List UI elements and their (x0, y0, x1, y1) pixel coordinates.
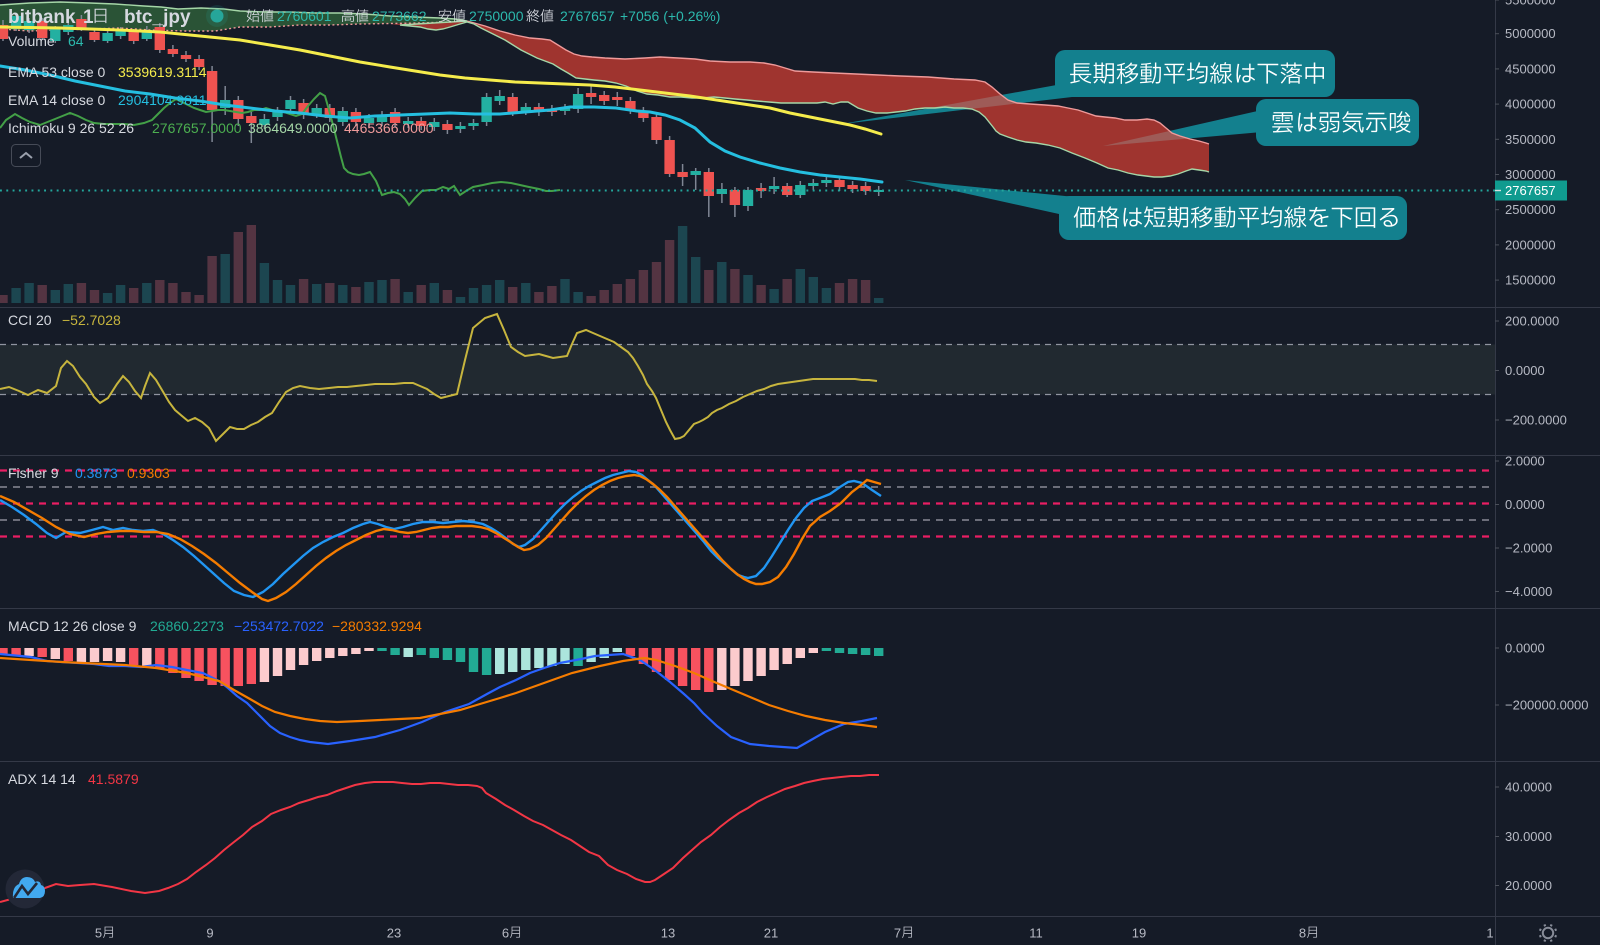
svg-text:26860.2273: 26860.2273 (150, 618, 224, 634)
svg-text:5000000: 5000000 (1505, 26, 1556, 41)
svg-text:2760601: 2760601 (277, 8, 332, 24)
svg-text:2500000: 2500000 (1505, 202, 1556, 217)
svg-text:3864649.0000: 3864649.0000 (248, 120, 338, 136)
svg-text:btc_jpy: btc_jpy (124, 7, 191, 28)
svg-text:2750000: 2750000 (469, 8, 524, 24)
svg-text:2767657: 2767657 (560, 8, 615, 24)
svg-text:EMA 14 close 0: EMA 14 close 0 (8, 92, 105, 108)
svg-text:EMA 53 close 0: EMA 53 close 0 (8, 64, 105, 80)
svg-text:−200000.0000: −200000.0000 (1505, 698, 1589, 713)
svg-text:1500000: 1500000 (1505, 273, 1556, 288)
svg-text:19: 19 (1132, 926, 1146, 941)
svg-text:0.0000: 0.0000 (1505, 497, 1545, 512)
svg-text:0.0000: 0.0000 (1505, 641, 1545, 656)
svg-text:4465366.0000: 4465366.0000 (344, 120, 434, 136)
svg-text:Ichimoku 9 26 52 26: Ichimoku 9 26 52 26 (8, 120, 134, 136)
svg-text:9: 9 (206, 926, 213, 941)
svg-text:0.0000: 0.0000 (1505, 363, 1545, 378)
svg-text:200.0000: 200.0000 (1505, 314, 1559, 329)
svg-text:2767657.0000: 2767657.0000 (152, 120, 242, 136)
svg-text:CCI 20: CCI 20 (8, 312, 52, 328)
svg-text:13: 13 (661, 926, 675, 941)
svg-text:2773662: 2773662 (372, 8, 427, 24)
svg-text:11: 11 (1029, 926, 1043, 941)
svg-text:−52.7028: −52.7028 (62, 312, 121, 328)
svg-text:64: 64 (68, 33, 84, 49)
svg-text:5: 5 (95, 926, 102, 941)
svg-text:3000000: 3000000 (1505, 167, 1556, 182)
svg-text:2767657: 2767657 (1505, 183, 1556, 198)
svg-text:−253472.7022: −253472.7022 (234, 618, 324, 634)
svg-text:2904104.9811: 2904104.9811 (118, 92, 207, 108)
svg-text:7: 7 (894, 926, 901, 941)
svg-text:6: 6 (502, 926, 509, 941)
svg-text:−4.0000: −4.0000 (1505, 584, 1552, 599)
svg-text:−2.0000: −2.0000 (1505, 541, 1552, 556)
svg-text:0.9303: 0.9303 (127, 465, 170, 481)
svg-text:5500000: 5500000 (1505, 0, 1556, 8)
svg-text:−200.0000: −200.0000 (1505, 413, 1567, 428)
svg-text:1: 1 (1486, 926, 1493, 941)
svg-text:40.0000: 40.0000 (1505, 780, 1552, 795)
svg-text:41.5879: 41.5879 (88, 771, 139, 787)
svg-text:30.0000: 30.0000 (1505, 829, 1552, 844)
svg-text:8: 8 (1299, 926, 1306, 941)
svg-text:ADX 14 14: ADX 14 14 (8, 771, 76, 787)
svg-text:−280332.9294: −280332.9294 (332, 618, 422, 634)
svg-text:4500000: 4500000 (1505, 61, 1556, 76)
svg-text:3500000: 3500000 (1505, 132, 1556, 147)
svg-text:Volume: Volume (8, 33, 55, 49)
svg-text:1: 1 (83, 7, 94, 28)
svg-text:2.0000: 2.0000 (1505, 454, 1545, 469)
svg-text:4000000: 4000000 (1505, 97, 1556, 112)
svg-text:20.0000: 20.0000 (1505, 878, 1552, 893)
svg-text:Fisher 9: Fisher 9 (8, 465, 59, 481)
svg-text:0.3873: 0.3873 (75, 465, 118, 481)
svg-text:+7056 (+0.26%): +7056 (+0.26%) (620, 8, 720, 24)
svg-text:3539619.3114: 3539619.3114 (118, 64, 207, 80)
svg-text:bitbank: bitbank (8, 7, 76, 28)
svg-text:23: 23 (387, 926, 401, 941)
svg-text:2000000: 2000000 (1505, 237, 1556, 252)
svg-text:MACD 12 26 close 9: MACD 12 26 close 9 (8, 618, 137, 634)
svg-text:21: 21 (764, 926, 778, 941)
